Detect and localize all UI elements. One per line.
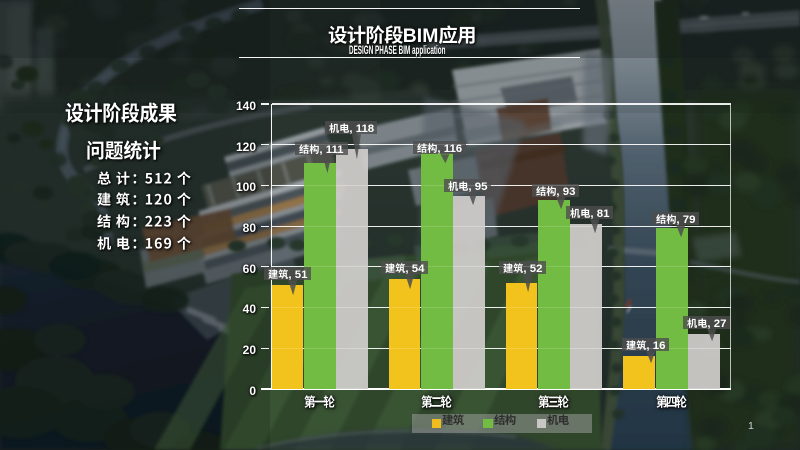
- svg-text:116: 116: [444, 142, 462, 154]
- svg-text:,: ,: [405, 262, 408, 274]
- svg-text:27: 27: [714, 317, 727, 329]
- svg-text:51: 51: [295, 268, 308, 280]
- svg-text:,: ,: [707, 317, 710, 329]
- svg-text:,: ,: [646, 339, 649, 351]
- svg-text:79: 79: [683, 213, 696, 225]
- svg-text:93: 93: [563, 185, 576, 197]
- svg-text:,: ,: [556, 185, 559, 197]
- svg-text:118: 118: [355, 122, 373, 134]
- svg-text:,: ,: [349, 122, 352, 134]
- svg-text:54: 54: [412, 262, 425, 274]
- svg-text:BIM: BIM: [402, 25, 438, 47]
- svg-text:,: ,: [676, 213, 679, 225]
- svg-text:,: ,: [590, 207, 593, 219]
- svg-text:,: ,: [319, 143, 322, 155]
- svg-text:52: 52: [530, 262, 543, 274]
- svg-text:16: 16: [653, 339, 666, 351]
- svg-text:111: 111: [326, 143, 344, 155]
- svg-text:81: 81: [597, 207, 610, 219]
- svg-text:,: ,: [468, 180, 471, 192]
- svg-text:95: 95: [475, 180, 488, 192]
- svg-text:,: ,: [288, 268, 291, 280]
- svg-text:,: ,: [523, 262, 526, 274]
- svg-text:,: ,: [437, 142, 440, 154]
